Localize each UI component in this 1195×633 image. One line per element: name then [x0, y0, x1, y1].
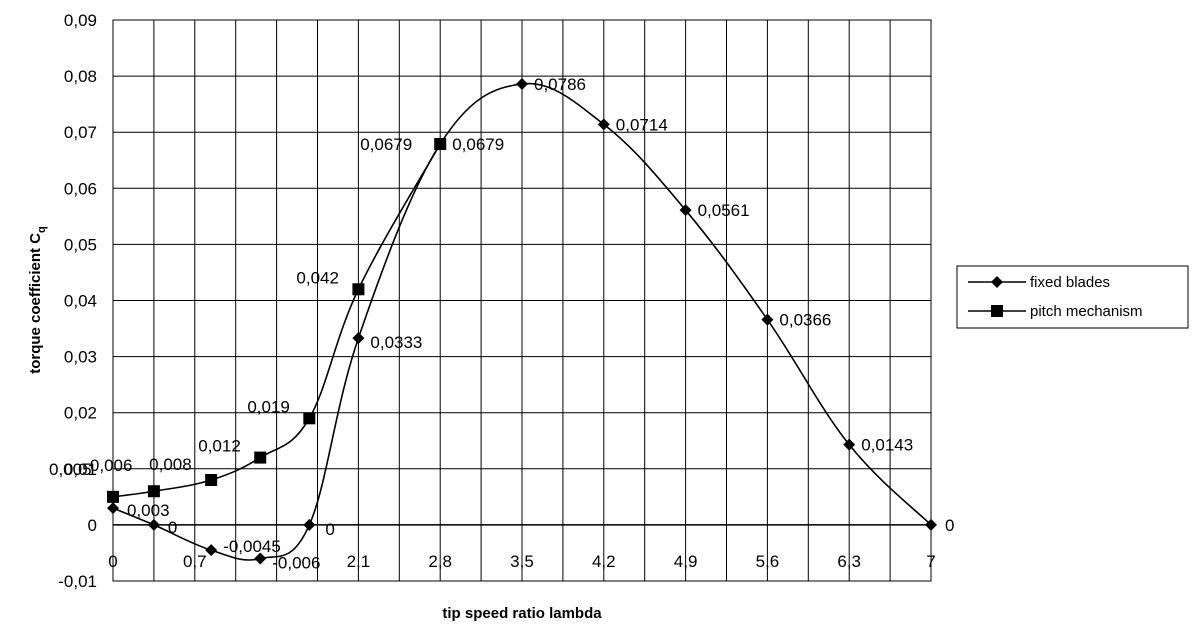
- data-label-fixed-blades: 0,0366: [779, 311, 831, 330]
- y-tick-label: 0,09: [64, 11, 97, 30]
- y-axis-title-main: torque coefficient C: [27, 233, 44, 374]
- data-label-fixed-blades: 0,0679: [452, 135, 504, 154]
- x-tick-label: 6,3: [837, 552, 861, 571]
- data-point-fixed-blades: [205, 544, 218, 557]
- data-point-fixed-blades: [679, 204, 692, 217]
- y-tick-label: 0,08: [64, 67, 97, 86]
- x-tick-labels: 0 0,7 2,1 2,8 3,5 4,2 4,9 5,6 6,3 7: [108, 552, 935, 571]
- legend-marker-diamond-icon: [991, 276, 1003, 288]
- data-point-pitch-mechanism: [352, 283, 365, 296]
- data-label-fixed-blades: 0,0333: [370, 333, 422, 352]
- x-tick-label: 0,7: [183, 552, 207, 571]
- data-point-fixed-blades: [761, 313, 774, 326]
- x-tick-label: 4,9: [674, 552, 698, 571]
- data-label-pitch-mechanism: 0,019: [247, 397, 290, 416]
- data-label-fixed-blades: 0: [945, 516, 954, 535]
- y-tick-label: 0: [88, 516, 97, 535]
- plot-area-frame: [112, 19, 932, 582]
- data-point-fixed-blades: [843, 438, 856, 451]
- data-point-pitch-mechanism: [303, 412, 316, 425]
- x-tick-label: 2,8: [428, 552, 452, 571]
- data-point-fixed-blades: [107, 502, 119, 515]
- x-tick-label: 5,6: [756, 552, 780, 571]
- data-label-fixed-blades: 0: [325, 520, 334, 539]
- data-point-fixed-blades: [303, 518, 316, 531]
- y-tick-label: 0,06: [64, 179, 97, 198]
- x-axis-title: tip speed ratio lambda: [442, 605, 602, 622]
- data-label-fixed-blades: 0,0714: [616, 115, 668, 134]
- data-point-pitch-mechanism: [205, 474, 218, 487]
- data-point-fixed-blades: [597, 118, 610, 131]
- x-tick-label: 7: [926, 552, 935, 571]
- data-label-fixed-blades: 0,0786: [534, 75, 586, 94]
- data-label-fixed-blades: 0,0561: [698, 201, 750, 220]
- data-point-fixed-blades: [254, 552, 267, 565]
- y-tick-labels: -0,01 0 0,01 0,02 0,03 0,04 0,05 0,06 0,07 0,08 0,…: [58, 11, 97, 591]
- data-label-pitch-mechanism: 0,0679: [360, 135, 412, 154]
- legend-box: [956, 265, 1189, 329]
- data-label-pitch-mechanism: 0,005: [49, 460, 92, 479]
- x-tick-label: 4,2: [592, 552, 616, 571]
- data-markers: [107, 77, 937, 565]
- data-label-fixed-blades: 0: [168, 518, 177, 537]
- y-tick-label: -0,01: [58, 572, 97, 591]
- series-line-fixed-blades: [112, 82, 932, 561]
- data-point-pitch-mechanism: [147, 485, 160, 498]
- data-point-fixed-blades: [352, 332, 365, 345]
- x-tick-label: 2,1: [347, 552, 371, 571]
- x-tick-label: 3,5: [510, 552, 534, 571]
- data-point-fixed-blades: [147, 518, 160, 531]
- legend: fixed blades pitch mechanism: [956, 265, 1189, 329]
- y-tick-label: 0,02: [64, 404, 97, 423]
- y-axis-title: torque coefficient Cq: [27, 226, 48, 374]
- data-point-fixed-blades: [925, 518, 937, 531]
- data-label-fixed-blades: -0,0045: [223, 537, 281, 556]
- legend-label-fixed-blades: fixed blades: [1030, 274, 1110, 291]
- data-point-pitch-mechanism: [434, 137, 447, 150]
- data-label-pitch-mechanism: 0,012: [198, 437, 241, 456]
- legend-marker-square-icon: [991, 305, 1003, 317]
- y-tick-label: 0,07: [64, 123, 97, 142]
- y-tick-label: 0,03: [64, 348, 97, 367]
- data-label-fixed-blades: -0,006: [272, 554, 320, 573]
- y-tick-label: 0,05: [64, 235, 97, 254]
- data-point-pitch-mechanism: [107, 490, 119, 503]
- data-point-fixed-blades: [516, 77, 528, 90]
- data-label-pitch-mechanism: 0,006: [90, 456, 133, 475]
- data-labels: 0,0030-0,0045-0,00600,03330,06790,07860,…: [49, 75, 954, 573]
- y-tick-label: 0,04: [64, 292, 97, 311]
- y-tick-label: 0,01: [64, 460, 97, 479]
- grid-lines: [112, 19, 932, 582]
- data-label-fixed-blades: 0,003: [127, 501, 170, 520]
- legend-label-pitch-mechanism: pitch mechanism: [1030, 303, 1143, 320]
- data-point-pitch-mechanism: [254, 451, 267, 464]
- x-tick-label: 0: [108, 552, 117, 571]
- data-label-fixed-blades: 0,0143: [861, 436, 913, 455]
- data-label-pitch-mechanism: 0,008: [149, 455, 192, 474]
- data-label-pitch-mechanism: 0,042: [296, 268, 339, 287]
- y-axis-title-subscript: q: [36, 226, 48, 233]
